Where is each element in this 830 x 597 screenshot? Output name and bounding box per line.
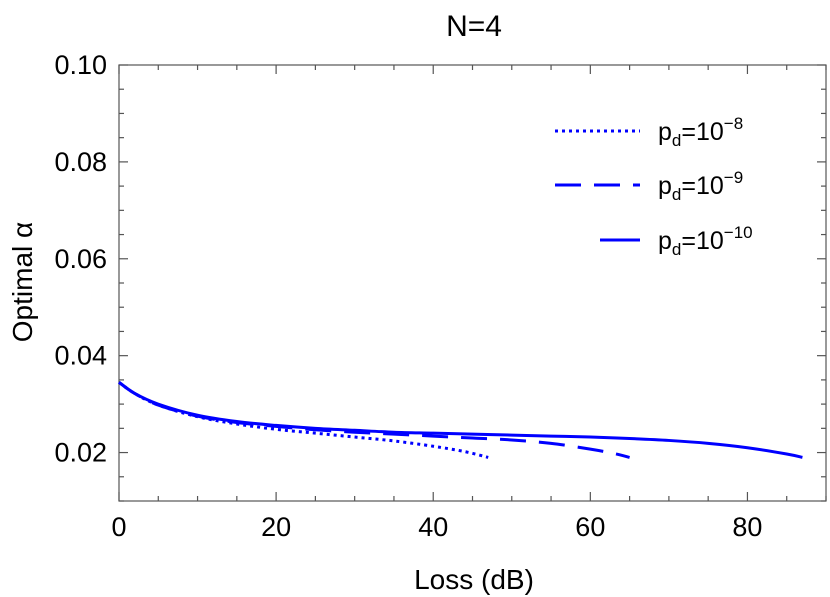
x-tick-label: 40 [418,512,448,542]
series-line-dotted [118,381,489,459]
y-tick-label: 0.08 [54,147,107,177]
y-axis-label: Optimal α [7,222,38,342]
tick-labels: 0 20 40 60 80 0.02 0.04 0.06 0.08 0.10 [54,50,762,542]
legend-label: pd=10−10 [658,223,753,259]
y-tick-label: 0.06 [54,244,107,274]
axis-ticks [118,64,827,502]
x-tick-label: 80 [732,512,762,542]
series-line-dashed [118,381,630,459]
series-lines [118,381,803,459]
legend-label: pd=10−8 [658,114,743,150]
legend: pd=10−8 pd=10−9 pd=10−10 [555,114,753,259]
x-tick-label: 60 [575,512,605,542]
chart-title: N=4 [446,10,502,43]
y-tick-label: 0.02 [54,438,107,468]
x-axis-label: Loss (dB) [414,564,534,595]
series-line-solid [118,381,803,459]
x-tick-label: 20 [261,512,291,542]
y-tick-label: 0.04 [54,341,107,371]
legend-label: pd=10−9 [658,168,743,204]
x-tick-label: 0 [111,512,126,542]
y-tick-label: 0.10 [54,50,107,80]
